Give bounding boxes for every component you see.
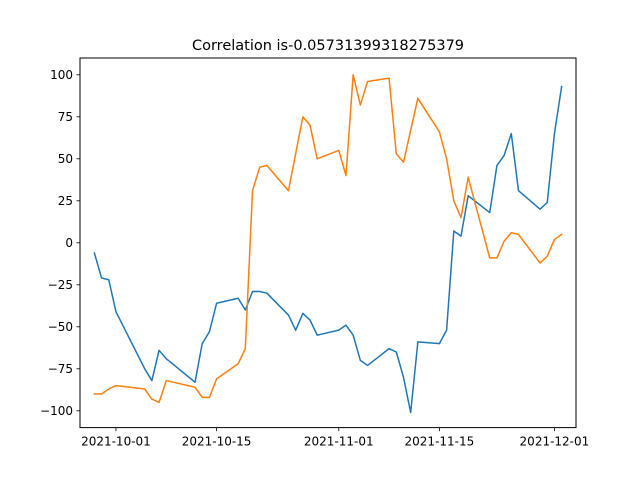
x-axis-ticks: 2021-10-01 2021-10-15 2021-11-01 2021-11-15…	[81, 427, 590, 449]
series-line-2	[93, 74, 563, 404]
chart-title: Correlation is-0.05731399318275379	[192, 38, 464, 54]
x-tick-label: 2021-10-01	[81, 435, 151, 449]
y-tick-label: 50	[58, 152, 73, 166]
series-line-1	[93, 85, 563, 414]
y-axis-ticks: 100 75 50 25 0 −25 −50 −75 −100	[40, 68, 80, 418]
y-tick-label: 75	[58, 110, 73, 124]
y-tick-label: 0	[65, 236, 73, 250]
x-tick-label: 2021-11-01	[304, 435, 374, 449]
y-tick-label: −50	[48, 320, 73, 334]
x-tick-label: 2021-11-15	[405, 435, 475, 449]
x-tick-label: 2021-12-01	[520, 435, 590, 449]
x-tick-label: 2021-10-15	[182, 435, 252, 449]
series-layer	[93, 74, 563, 414]
y-tick-label: 100	[50, 68, 73, 82]
y-tick-label: −100	[40, 404, 73, 418]
y-tick-label: −25	[48, 278, 73, 292]
plot-area-frame	[79, 57, 577, 429]
y-tick-label: 25	[58, 194, 73, 208]
y-tick-label: −75	[48, 362, 73, 376]
